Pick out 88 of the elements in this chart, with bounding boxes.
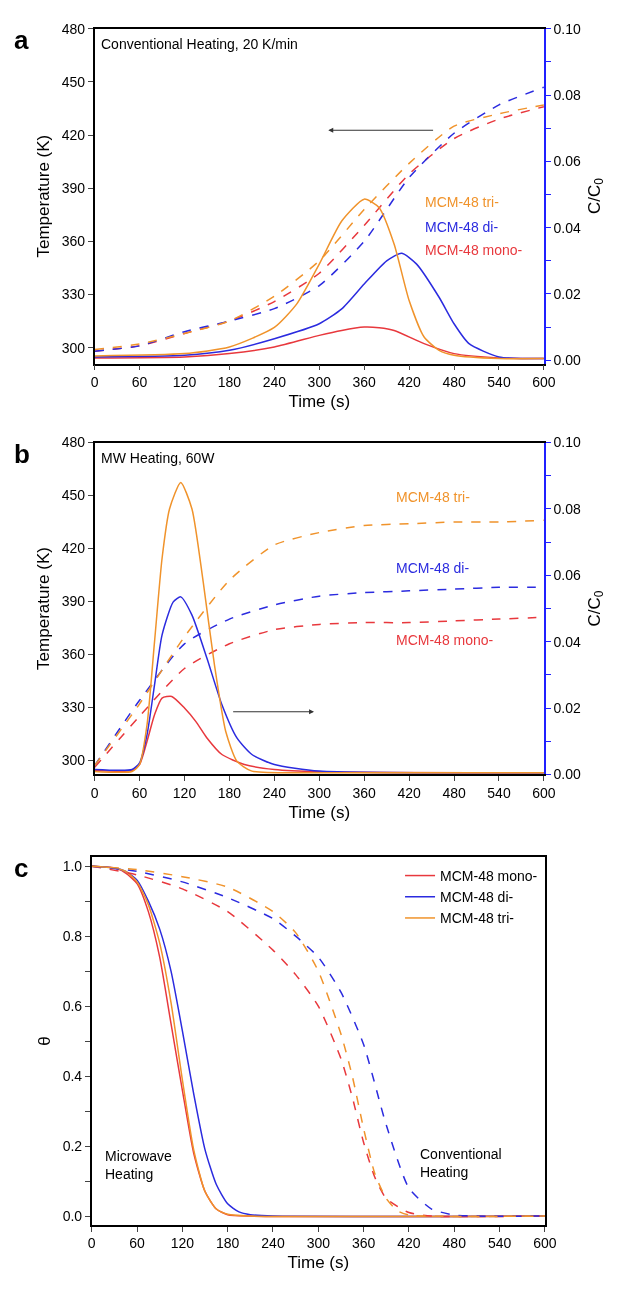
x-tick-label: 300 xyxy=(307,374,332,391)
y-tick-label: 420 xyxy=(61,540,86,557)
x-tick-label: 300 xyxy=(306,1235,331,1252)
y-tick-label: 480 xyxy=(61,20,86,37)
text: MCM-48 tri- xyxy=(396,489,471,505)
x-tick-label: 0 xyxy=(90,374,99,391)
x-tick-label: 420 xyxy=(397,784,422,801)
y-tick-label: 360 xyxy=(61,233,86,250)
x-axis-title: Time (s) xyxy=(287,1253,350,1273)
y-tick-label: 450 xyxy=(61,73,86,90)
text: MCM-48 mono- xyxy=(425,242,523,258)
chart-title: a xyxy=(14,25,29,55)
y2-tick-label: 0.00 xyxy=(553,766,581,783)
y-tick-label: 0.0 xyxy=(62,1207,83,1224)
annotation: MW Heating, 60W xyxy=(101,450,216,466)
x-tick-label: 180 xyxy=(217,374,242,391)
x-tick-label: 420 xyxy=(397,1235,421,1252)
x-tick-label: 0 xyxy=(87,1235,96,1252)
x-tick-label: 360 xyxy=(352,374,377,391)
x-tick-label: 600 xyxy=(533,1235,557,1252)
x-tick-label: 480 xyxy=(442,1235,467,1252)
y-tick-label: 360 xyxy=(61,646,86,663)
y2-tick-label: 0.08 xyxy=(553,86,581,103)
x-tick-label: 60 xyxy=(131,784,148,801)
legend-label: MCM-48 di- xyxy=(440,889,514,906)
legend-label: MCM-48 tri- xyxy=(440,910,515,927)
x-tick-label: 540 xyxy=(487,1235,512,1252)
y2-tick-label: 0.08 xyxy=(553,500,581,517)
x-tick-label: 360 xyxy=(351,1235,376,1252)
chart-title: c xyxy=(14,853,29,883)
annotation: Conventional Heating, 20 K/min xyxy=(101,36,298,52)
x-tick-label: 480 xyxy=(442,374,466,391)
y2-tick-label: 0.10 xyxy=(553,434,581,451)
y-tick-label: 450 xyxy=(61,487,86,504)
y2-tick-label: 0.00 xyxy=(553,352,581,369)
y2-tick-label: 0.02 xyxy=(553,699,581,716)
legend-label: MCM-48 mono- xyxy=(440,868,538,885)
y-axis-title: Temperature (K) xyxy=(33,134,53,258)
x-tick-label: 240 xyxy=(262,374,287,391)
x-tick-label: 240 xyxy=(261,1235,285,1252)
chart-title: b xyxy=(14,439,30,469)
x-tick-label: 360 xyxy=(352,784,377,801)
y-tick-label: 330 xyxy=(61,699,86,716)
x-tick-label: 60 xyxy=(131,374,148,391)
y-tick-label: 480 xyxy=(61,434,86,451)
y-tick-label: 390 xyxy=(61,180,86,197)
y-tick-label: 330 xyxy=(61,286,86,303)
text: MCM-48 tri- xyxy=(425,194,500,210)
annotation: Microwave Heating xyxy=(105,1148,173,1183)
y-tick-label: 390 xyxy=(61,593,86,610)
y-tick-label: 0.8 xyxy=(62,928,83,945)
x-tick-label: 540 xyxy=(487,784,511,801)
y-tick-label: 420 xyxy=(61,126,86,143)
x-tick-label: 240 xyxy=(262,784,287,801)
x-tick-label: 540 xyxy=(487,374,511,391)
y2-tick-label: 0.06 xyxy=(553,567,581,584)
y-tick-label: 0.2 xyxy=(62,1137,83,1154)
y-tick-label: 300 xyxy=(61,752,86,769)
y2-tick-label: 0.10 xyxy=(553,20,581,37)
series-label: MCM-48 di- xyxy=(425,219,499,235)
y-tick-label: 300 xyxy=(61,339,86,356)
y2-tick-label: 0.06 xyxy=(553,153,581,170)
x-tick-label: 480 xyxy=(442,784,466,801)
x-tick-label: 600 xyxy=(532,784,556,801)
y-axis-title: θ xyxy=(34,1036,54,1046)
x-tick-label: 120 xyxy=(172,784,197,801)
y-tick-label: 0.6 xyxy=(62,998,83,1014)
x-tick-label: 300 xyxy=(307,784,332,801)
x-tick-label: 600 xyxy=(532,374,556,391)
annotation: Conventional Heating xyxy=(420,1146,502,1181)
text: MCM-48 di- xyxy=(396,560,470,576)
x-axis-title: Time (s) xyxy=(288,392,351,412)
y-axis-title: Temperature (K) xyxy=(33,547,53,670)
y2-tick-label: 0.04 xyxy=(553,219,581,236)
x-tick-label: 180 xyxy=(215,1235,240,1252)
x-tick-label: 0 xyxy=(90,784,99,801)
x-axis-title: Time (s) xyxy=(288,802,351,822)
x-tick-label: 420 xyxy=(397,374,422,391)
y-tick-label: 1.0 xyxy=(62,858,83,875)
x-tick-label: 180 xyxy=(217,784,242,801)
text: MCM-48 mono- xyxy=(396,632,494,648)
line-series xyxy=(94,481,544,774)
x-tick-label: 120 xyxy=(172,374,197,391)
x-tick-label: 120 xyxy=(170,1235,195,1252)
y-tick-label: 0.4 xyxy=(62,1067,83,1084)
x-tick-label: 60 xyxy=(129,1235,146,1252)
y2-tick-label: 0.02 xyxy=(553,285,581,302)
y2-tick-label: 0.04 xyxy=(553,633,581,650)
